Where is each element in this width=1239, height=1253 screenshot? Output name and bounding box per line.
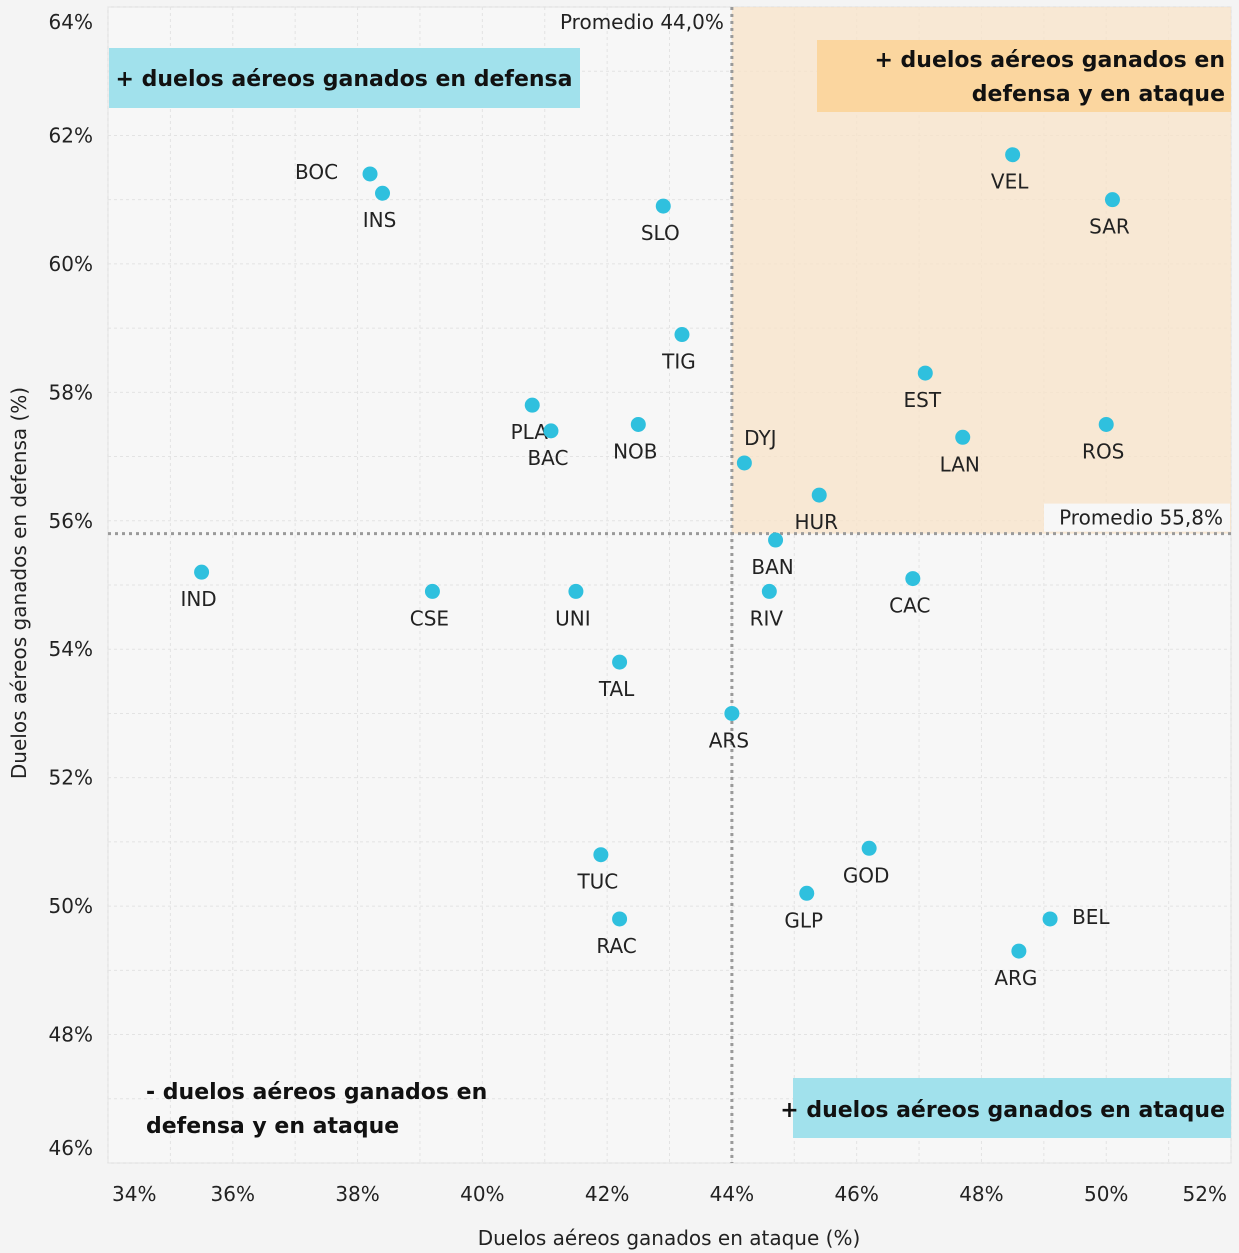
data-point-label: RIV <box>750 606 784 630</box>
data-point <box>736 455 752 471</box>
data-point-label: VEL <box>991 170 1029 194</box>
data-point-label: ARG <box>994 966 1037 990</box>
x-tick-label: 38% <box>335 1182 379 1206</box>
data-point-label: TIG <box>661 350 696 374</box>
quadrant-label-bottom-left-line2: defensa y en ataque <box>146 1114 399 1139</box>
y-tick-label: 60% <box>49 252 93 276</box>
quadrant-box-top-left <box>109 48 580 108</box>
data-point-label: RAC <box>596 934 636 958</box>
data-point <box>612 911 628 927</box>
data-point <box>1011 943 1027 959</box>
quadrant-label-top-right-line1: + duelos aéreos ganados en <box>874 48 1225 73</box>
data-point <box>1104 192 1120 208</box>
data-point <box>1005 147 1021 163</box>
x-tick-label: 48% <box>959 1182 1003 1206</box>
data-point <box>1042 911 1058 927</box>
avg-label-x: Promedio 44,0% <box>560 10 724 34</box>
data-point-label: GOD <box>843 863 890 887</box>
data-point-label: ARS <box>709 728 749 752</box>
y-tick-label: 62% <box>49 123 93 147</box>
quadrant-labels: + duelos aéreos ganados en defensa + duel… <box>109 40 1231 1139</box>
data-point <box>524 397 540 413</box>
x-tick-label: 34% <box>112 1182 156 1206</box>
x-tick-label: 40% <box>460 1182 504 1206</box>
quadrant-label-top-left: + duelos aéreos ganados en defensa <box>116 67 573 92</box>
data-point <box>655 198 671 214</box>
data-point <box>362 166 378 182</box>
y-tick-label: 50% <box>49 894 93 918</box>
y-tick-label: 64% <box>49 10 93 34</box>
data-point-label: DYJ <box>744 426 776 450</box>
y-axis-title: Duelos aéreos ganados en defensa (%) <box>7 387 31 779</box>
y-tick-label: 52% <box>49 766 93 790</box>
data-point-label: TAL <box>598 677 635 701</box>
x-tick-label: 52% <box>1183 1182 1227 1206</box>
data-point <box>905 571 921 587</box>
x-tick-label: 46% <box>834 1182 878 1206</box>
data-point-label: PLA <box>511 420 549 444</box>
quadrant-label-bottom-left-line1: - duelos aéreos ganados en <box>146 1080 487 1105</box>
data-point <box>593 847 609 863</box>
avg-label-y-bg <box>1044 503 1230 532</box>
x-tick-label: 50% <box>1084 1182 1128 1206</box>
data-point <box>768 532 784 548</box>
x-tick-label: 44% <box>710 1182 754 1206</box>
data-point <box>811 487 827 503</box>
data-point-label: BAN <box>751 555 793 579</box>
data-point <box>674 327 690 343</box>
y-tick-label: 58% <box>49 380 93 404</box>
x-axis-title: Duelos aéreos ganados en ataque (%) <box>478 1226 861 1250</box>
quadrant-label-bottom-right: + duelos aéreos ganados en ataque <box>780 1098 1225 1123</box>
data-point-label: BEL <box>1072 905 1110 929</box>
data-point-label: ROS <box>1082 439 1124 463</box>
y-tick-label: 48% <box>49 1023 93 1047</box>
data-point <box>194 564 210 580</box>
quadrant-label-top-right-line2: defensa y en ataque <box>972 82 1225 107</box>
data-point-label: CAC <box>889 594 930 618</box>
data-point-label: LAN <box>940 452 980 476</box>
data-point <box>955 429 971 445</box>
data-point-label: SLO <box>641 221 680 245</box>
y-tick-label: 56% <box>49 509 93 533</box>
data-point-label: CSE <box>410 606 449 630</box>
quadrant-box-bottom-right <box>793 1078 1231 1138</box>
x-tick-labels: 34% 36% 38% 40% 42% 44% 46% 48% 50% 52% <box>112 1182 1227 1206</box>
x-tick-label: 36% <box>211 1182 255 1206</box>
data-point-label: INS <box>363 208 397 232</box>
data-point-label: SAR <box>1089 215 1130 239</box>
data-point-label: UNI <box>555 606 591 630</box>
avg-label-y: Promedio 55,8% <box>1059 506 1223 530</box>
data-point <box>861 840 877 856</box>
y-tick-labels: 46% 48% 50% 52% 54% 56% 58% 60% 62% 64% <box>49 10 93 1160</box>
y-tick-label: 54% <box>49 637 93 661</box>
data-point <box>612 654 628 670</box>
data-point-label: TUC <box>576 870 618 894</box>
data-point <box>761 583 777 599</box>
data-point-label: EST <box>904 388 942 412</box>
data-point-label: GLP <box>784 908 823 932</box>
data-point-label: IND <box>180 587 216 611</box>
data-point-label: BAC <box>527 446 568 470</box>
data-point <box>424 583 440 599</box>
data-point-label: BOC <box>295 160 338 184</box>
data-point <box>724 705 740 721</box>
data-point-label: NOB <box>613 439 657 463</box>
data-point <box>568 583 584 599</box>
data-point <box>630 416 646 432</box>
y-tick-label: 46% <box>49 1136 93 1160</box>
quadrant-box-top-right <box>817 40 1231 112</box>
data-point <box>375 185 391 201</box>
data-point <box>799 885 815 901</box>
data-point <box>917 365 933 381</box>
x-tick-label: 42% <box>585 1182 629 1206</box>
data-point <box>543 423 559 439</box>
data-point <box>1098 416 1114 432</box>
average-lines: Promedio 44,0% Promedio 55,8% <box>108 7 1231 1163</box>
data-point-label: HUR <box>794 510 838 534</box>
